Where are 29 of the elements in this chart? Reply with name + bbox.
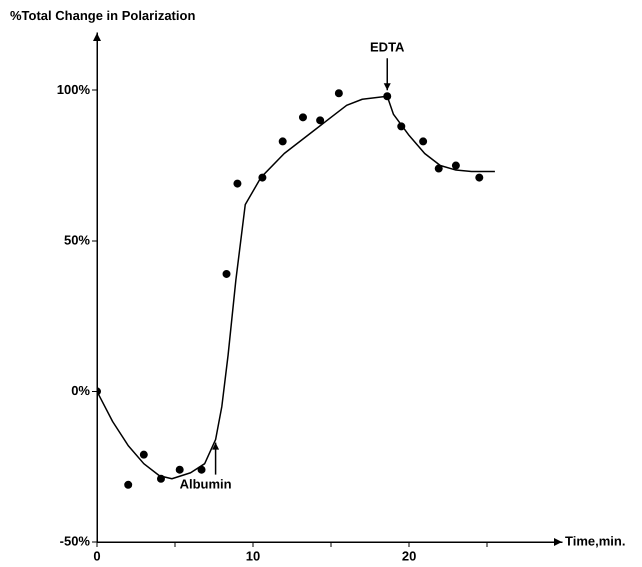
point [278,137,287,146]
point [176,466,184,474]
point [334,89,343,98]
x-tick-label: 10 [246,548,260,564]
point [140,450,148,459]
x-axis-title: Time,min. [565,534,626,549]
point [475,174,484,182]
point [124,480,132,489]
point [419,137,428,146]
point [233,180,242,188]
point [258,174,266,182]
y-tick-label: -50% [60,534,90,549]
point [156,474,165,483]
point [434,164,443,173]
y-tick-label: 100% [56,82,90,97]
point [316,116,324,124]
y-tick-label: 50% [64,232,90,248]
point [383,92,392,100]
y-axis-title: %Total Change in Polarization [10,8,196,24]
point [298,113,307,122]
point [397,122,406,130]
x-tick-label: 0 [93,548,101,564]
annotation: EDTA [370,39,406,54]
annotation: Albumin [180,476,232,492]
x-tick-label: 20 [402,548,416,564]
point [198,466,206,474]
point [222,270,231,278]
y-tick-label: 0% [71,382,90,398]
point [452,162,460,170]
